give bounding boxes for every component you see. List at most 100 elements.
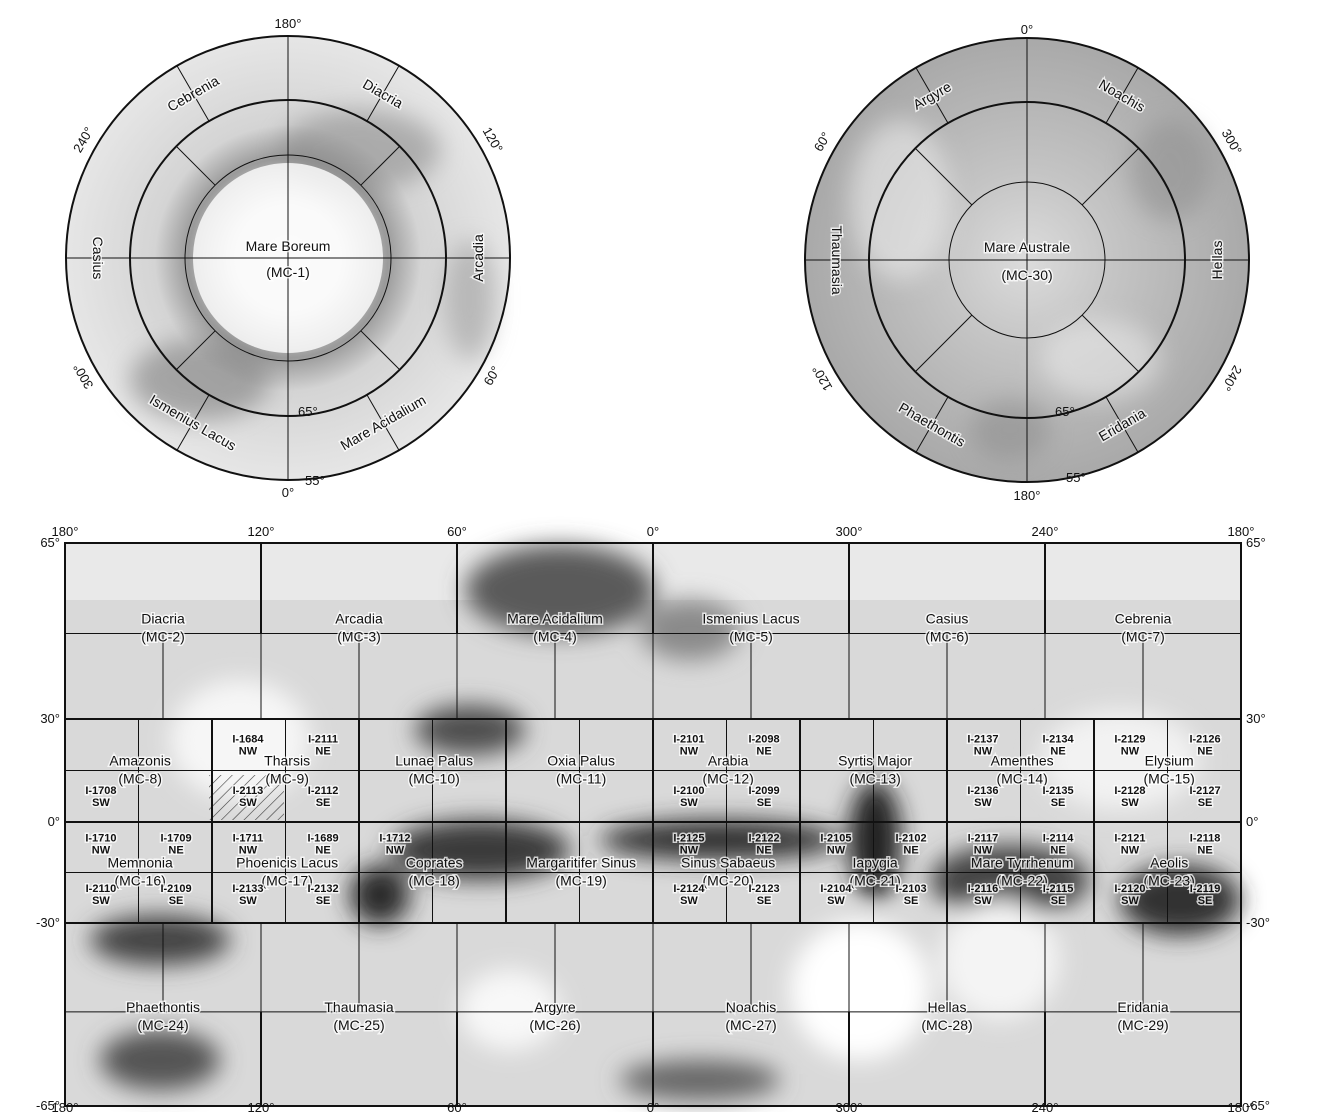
merc-top-lon-label: 0° bbox=[647, 524, 659, 539]
merc-quad-name: Oxia Palus bbox=[547, 753, 615, 769]
merc-quad-name: Noachis bbox=[726, 999, 777, 1015]
merc-quad-code: (MC-11) bbox=[556, 771, 606, 787]
np-quad-label: Arcadia bbox=[470, 234, 486, 282]
np-lat-55-label: 55° bbox=[305, 473, 325, 488]
merc-quad-name: Diacria bbox=[141, 610, 185, 626]
merc-quad-name: Arcadia bbox=[335, 610, 383, 626]
sp-lon-label: 300° bbox=[1219, 126, 1245, 157]
merc-quad-code: (MC-29) bbox=[1117, 1017, 1168, 1033]
merc-quad-name: Casius bbox=[926, 610, 969, 626]
sp-lon-label: 120° bbox=[809, 363, 835, 394]
np-ring-divider bbox=[176, 394, 210, 451]
merc-quad-code: (MC-12) bbox=[702, 771, 753, 787]
merc-quad-code: (MC-16) bbox=[114, 873, 165, 889]
merc-quad-name: Cebrenia bbox=[1115, 610, 1172, 626]
merc-quad-code: (MC-27) bbox=[725, 1017, 776, 1033]
merc-quad-name: Phoenicis Lacus bbox=[236, 855, 338, 871]
merc-quad-name: Aeolis bbox=[1150, 855, 1188, 871]
sp-top-label: 0° bbox=[1021, 22, 1033, 37]
merc-subquad-dir: SE bbox=[757, 797, 772, 809]
merc-subquad-id: I-2133 bbox=[232, 883, 263, 895]
np-quad-label: Casius bbox=[90, 237, 106, 280]
merc-quad-name: Syrtis Major bbox=[838, 753, 912, 769]
merc-bottom-lon-label: 300° bbox=[836, 1100, 863, 1112]
merc-subquad-id: I-1712 bbox=[379, 833, 410, 845]
merc-subquad-dir: NW bbox=[680, 845, 699, 857]
merc-bottom-lon-label: 60° bbox=[447, 1100, 467, 1112]
merc-right-lat-label: -30° bbox=[1246, 915, 1270, 930]
np-ring-divider bbox=[366, 65, 400, 122]
merc-subquad-id: I-2115 bbox=[1043, 883, 1074, 895]
merc-subquad-dir: NW bbox=[92, 845, 111, 857]
merc-subquad-id: I-2099 bbox=[748, 785, 779, 797]
merc-subquad-id: I-2125 bbox=[673, 833, 704, 845]
merc-quad-code: (MC-20) bbox=[702, 873, 753, 889]
merc-quad-name: Coprates bbox=[406, 855, 463, 871]
merc-quad-code: (MC-5) bbox=[729, 628, 773, 644]
merc-subquad-id: I-2126 bbox=[1189, 733, 1220, 745]
merc-subquad-dir: NE bbox=[756, 845, 771, 857]
merc-subquad-id: I-2103 bbox=[895, 883, 926, 895]
np-lon-label: 240° bbox=[70, 124, 96, 155]
merc-subquad-id: I-2117 bbox=[968, 833, 999, 845]
merc-left-lat-label: 0° bbox=[48, 814, 60, 829]
sp-lon-label: 240° bbox=[1219, 363, 1245, 394]
sp-lat-65-label: 65° bbox=[1055, 404, 1075, 419]
sp-inner-divider bbox=[914, 147, 973, 206]
merc-quad-name: Thaumasia bbox=[324, 999, 393, 1015]
sp-center-name: Mare Australe bbox=[984, 239, 1071, 255]
merc-subquad-dir: SW bbox=[92, 895, 110, 907]
merc-quad-name: Arabia bbox=[708, 753, 749, 769]
np-ring-divider bbox=[366, 394, 400, 451]
merc-subquad-id: I-2109 bbox=[160, 883, 191, 895]
merc-right-lat-label: -65° bbox=[1246, 1098, 1270, 1112]
merc-subquad-id: I-2124 bbox=[673, 883, 705, 895]
merc-bottom-lon-label: 0° bbox=[647, 1100, 659, 1112]
merc-quad-code: (MC-17) bbox=[261, 873, 312, 889]
merc-quad-name: Argyre bbox=[534, 999, 575, 1015]
merc-subquad-dir: SW bbox=[680, 895, 698, 907]
merc-quad-code: (MC-24) bbox=[137, 1017, 188, 1033]
merc-subquad-dir: NE bbox=[1050, 745, 1065, 757]
north-polar-map: 180° 0° 120° 240° 60° 300° 65° 55° Mare Bor… bbox=[65, 16, 511, 500]
merc-subquad-id: I-2128 bbox=[1114, 785, 1145, 797]
merc-subquad-dir: SW bbox=[239, 895, 257, 907]
np-center-name: Mare Boreum bbox=[246, 238, 331, 254]
merc-subquad-dir: SE bbox=[757, 895, 772, 907]
merc-quad-code: (MC-3) bbox=[337, 628, 381, 644]
merc-subquad-dir: NW bbox=[1121, 845, 1140, 857]
sp-ring-divider bbox=[1105, 396, 1139, 453]
merc-bottom-lon-label: 120° bbox=[248, 1100, 275, 1112]
merc-subquad-dir: NE bbox=[168, 845, 183, 857]
merc-subquad-id: I-1708 bbox=[85, 785, 116, 797]
merc-quad-name: Eridania bbox=[1117, 999, 1169, 1015]
np-center-code: (MC-1) bbox=[266, 264, 310, 280]
merc-subquad-id: I-2132 bbox=[307, 883, 338, 895]
merc-subquad-dir: NE bbox=[1197, 845, 1212, 857]
merc-quad-code: (MC-18) bbox=[408, 873, 459, 889]
merc-subquad-dir: NW bbox=[974, 845, 993, 857]
merc-quad-name: Elysium bbox=[1145, 753, 1194, 769]
merc-subquad-id: I-2137 bbox=[967, 733, 998, 745]
merc-subquad-dir: NW bbox=[1121, 745, 1140, 757]
np-top-label: 180° bbox=[275, 16, 302, 31]
merc-subquad-dir: NW bbox=[680, 745, 699, 757]
merc-subquad-id: I-1711 bbox=[233, 833, 264, 845]
merc-subquad-id: I-2129 bbox=[1114, 733, 1145, 745]
merc-subquad-dir: SW bbox=[92, 797, 110, 809]
merc-quad-code: (MC-7) bbox=[1121, 628, 1165, 644]
merc-subquad-dir: NE bbox=[1050, 845, 1065, 857]
merc-subquad-dir: SW bbox=[974, 797, 992, 809]
merc-subquad-dir: NE bbox=[315, 845, 330, 857]
merc-subquad-id: I-2127 bbox=[1189, 785, 1220, 797]
merc-subquad-id: I-1710 bbox=[85, 833, 116, 845]
merc-right-lat-label: 0° bbox=[1246, 814, 1258, 829]
merc-quad-name: Amenthes bbox=[991, 753, 1054, 769]
merc-subquad-id: I-2119 bbox=[1190, 883, 1221, 895]
merc-subquad-dir: SW bbox=[239, 797, 257, 809]
merc-quad-code: (MC-2) bbox=[141, 628, 185, 644]
merc-subquad-id: I-2104 bbox=[820, 883, 852, 895]
merc-subquad-id: I-2122 bbox=[748, 833, 779, 845]
